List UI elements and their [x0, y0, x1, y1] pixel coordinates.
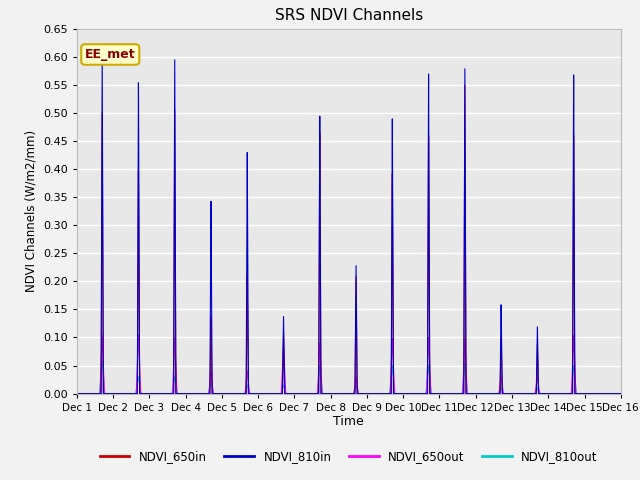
Legend: NDVI_650in, NDVI_810in, NDVI_650out, NDVI_810out: NDVI_650in, NDVI_810in, NDVI_650out, NDV…: [95, 445, 602, 468]
Title: SRS NDVI Channels: SRS NDVI Channels: [275, 9, 423, 24]
Y-axis label: NDVI Channels (W/m2/mm): NDVI Channels (W/m2/mm): [24, 130, 38, 292]
X-axis label: Time: Time: [333, 415, 364, 429]
Text: EE_met: EE_met: [85, 48, 136, 61]
